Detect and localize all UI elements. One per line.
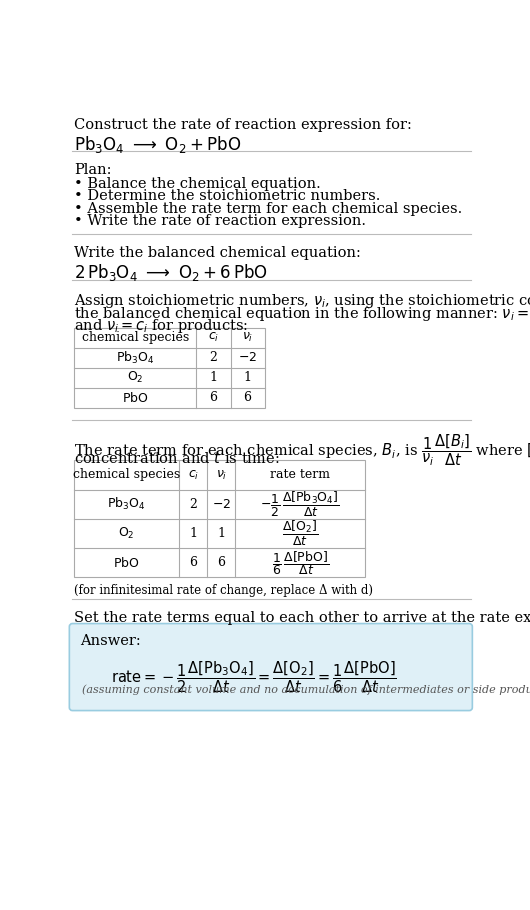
Text: 1: 1 [244, 371, 252, 384]
Text: $\nu_i$: $\nu_i$ [242, 331, 253, 345]
Text: 6: 6 [244, 391, 252, 404]
Text: 2: 2 [189, 498, 197, 511]
Text: $\mathrm{rate} = -\dfrac{1}{2}\dfrac{\Delta[\mathrm{Pb_3O_4}]}{\Delta t} = \dfra: $\mathrm{rate} = -\dfrac{1}{2}\dfrac{\De… [111, 659, 397, 694]
Text: The rate term for each chemical species, $B_i$, is $\dfrac{1}{\nu_i}\dfrac{\Delt: The rate term for each chemical species,… [74, 432, 530, 468]
Text: Assign stoichiometric numbers, $\nu_i$, using the stoichiometric coefficients, $: Assign stoichiometric numbers, $\nu_i$, … [74, 292, 530, 310]
Text: and $\nu_i = c_i$ for products:: and $\nu_i = c_i$ for products: [74, 317, 248, 335]
Text: 1: 1 [217, 527, 225, 540]
Text: • Write the rate of reaction expression.: • Write the rate of reaction expression. [74, 214, 366, 228]
Text: $\mathrm{PbO}$: $\mathrm{PbO}$ [113, 556, 140, 570]
Text: $\nu_i$: $\nu_i$ [216, 469, 227, 481]
Text: • Assemble the rate term for each chemical species.: • Assemble the rate term for each chemic… [74, 202, 462, 216]
Text: Construct the rate of reaction expression for:: Construct the rate of reaction expressio… [74, 118, 412, 133]
Text: 6: 6 [209, 391, 217, 404]
Text: $-2$: $-2$ [238, 351, 257, 364]
Text: $\dfrac{\Delta[\mathrm{O_2}]}{\Delta t}$: $\dfrac{\Delta[\mathrm{O_2}]}{\Delta t}$ [282, 519, 319, 548]
Text: • Determine the stoichiometric numbers.: • Determine the stoichiometric numbers. [74, 189, 381, 203]
Text: $c_i$: $c_i$ [188, 469, 199, 481]
Text: $\mathrm{PbO}$: $\mathrm{PbO}$ [122, 391, 148, 405]
Text: 6: 6 [189, 556, 197, 570]
Text: (assuming constant volume and no accumulation of intermediates or side products): (assuming constant volume and no accumul… [82, 684, 530, 695]
Text: 1: 1 [189, 527, 197, 540]
Text: $-\dfrac{1}{2}\,\dfrac{\Delta[\mathrm{Pb_3O_4}]}{\Delta t}$: $-\dfrac{1}{2}\,\dfrac{\Delta[\mathrm{Pb… [260, 490, 340, 519]
Text: $-2$: $-2$ [211, 498, 231, 511]
Text: $\mathrm{O_2}$: $\mathrm{O_2}$ [118, 526, 135, 541]
Text: Plan:: Plan: [74, 163, 111, 177]
Text: • Balance the chemical equation.: • Balance the chemical equation. [74, 177, 321, 191]
Text: rate term: rate term [270, 469, 330, 481]
Text: concentration and $t$ is time:: concentration and $t$ is time: [74, 450, 279, 466]
Text: chemical species: chemical species [82, 331, 189, 344]
Text: (for infinitesimal rate of change, replace Δ with d): (for infinitesimal rate of change, repla… [74, 583, 373, 597]
Text: $\mathrm{2\,Pb_3O_4}\ \longrightarrow\ \mathrm{O_2 + 6\,PbO}$: $\mathrm{2\,Pb_3O_4}\ \longrightarrow\ \… [74, 262, 268, 283]
Text: the balanced chemical equation in the following manner: $\nu_i = -c_i$ for react: the balanced chemical equation in the fo… [74, 305, 530, 323]
Text: Set the rate terms equal to each other to arrive at the rate expression:: Set the rate terms equal to each other t… [74, 612, 530, 625]
Bar [74, 328, 264, 408]
Bar [74, 460, 365, 577]
Text: 6: 6 [217, 556, 225, 570]
Text: $\mathrm{O_2}$: $\mathrm{O_2}$ [127, 370, 144, 386]
Text: $c_i$: $c_i$ [208, 331, 219, 345]
Text: Answer:: Answer: [80, 634, 141, 648]
Text: $\mathrm{Pb_3O_4}\ \longrightarrow\ \mathrm{O_2 + PbO}$: $\mathrm{Pb_3O_4}\ \longrightarrow\ \mat… [74, 134, 241, 155]
Text: 1: 1 [209, 371, 217, 384]
Text: $\mathrm{Pb_3O_4}$: $\mathrm{Pb_3O_4}$ [116, 349, 154, 366]
Text: chemical species: chemical species [73, 469, 180, 481]
Text: $\dfrac{1}{6}\,\dfrac{\Delta[\mathrm{PbO}]}{\Delta t}$: $\dfrac{1}{6}\,\dfrac{\Delta[\mathrm{PbO… [272, 549, 329, 577]
Text: $\mathrm{Pb_3O_4}$: $\mathrm{Pb_3O_4}$ [108, 496, 146, 512]
Text: 2: 2 [209, 351, 217, 364]
Text: Write the balanced chemical equation:: Write the balanced chemical equation: [74, 247, 361, 260]
FancyBboxPatch shape [69, 623, 472, 711]
